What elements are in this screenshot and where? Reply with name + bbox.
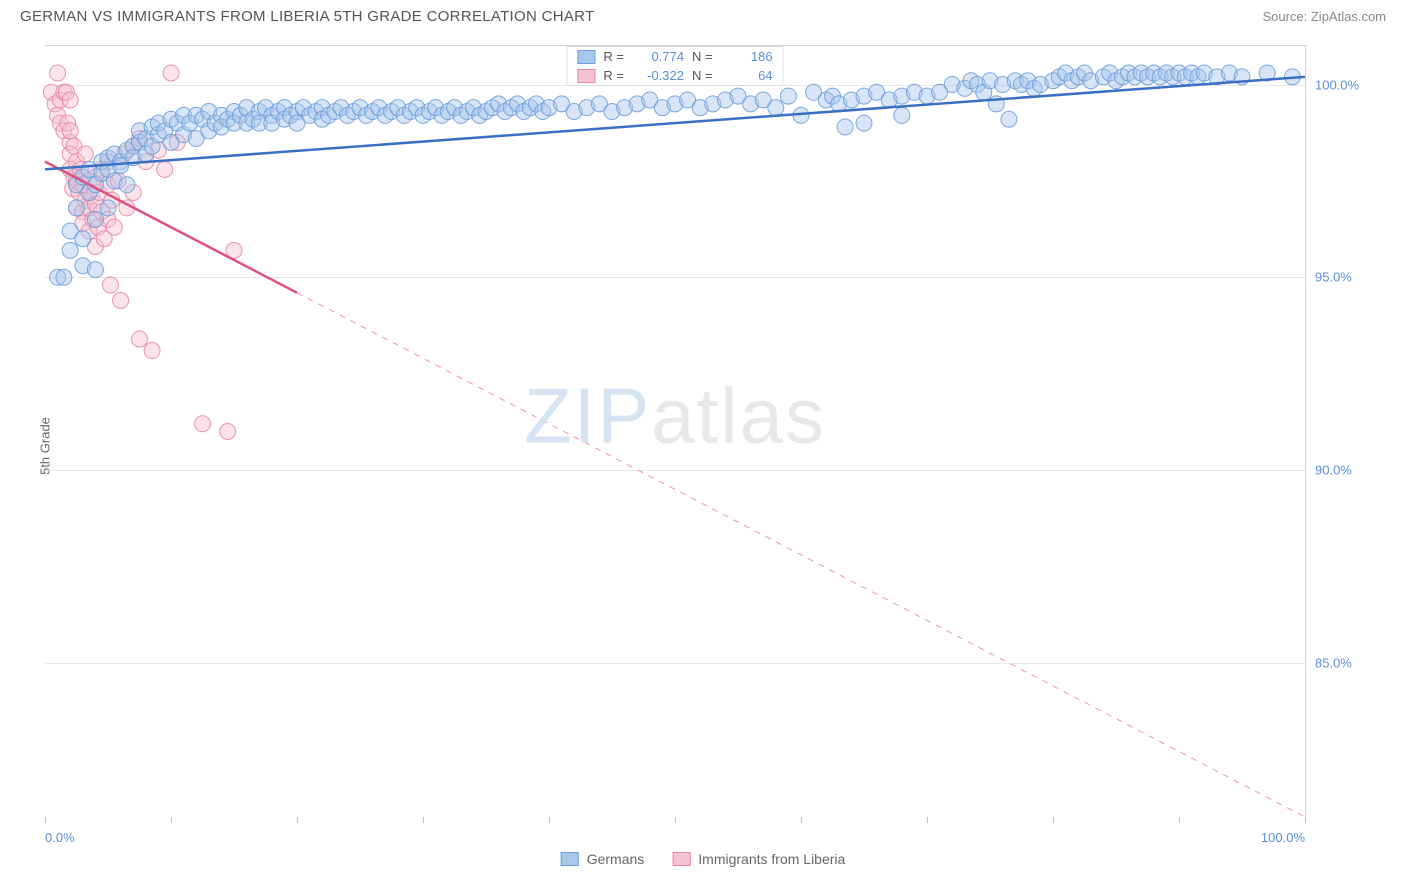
n-value-germans: 186	[721, 49, 773, 64]
legend-stats-box: R = 0.774 N = 186 R = -0.322 N = 64	[566, 46, 783, 86]
plot-svg	[45, 46, 1305, 817]
legend-label-liberia: Immigrants from Liberia	[698, 851, 845, 867]
x-tick-label: 100.0%	[1261, 830, 1305, 845]
legend-item-liberia: Immigrants from Liberia	[672, 851, 845, 867]
n-label: N =	[692, 49, 713, 64]
swatch-germans-icon	[561, 852, 579, 866]
swatch-liberia-icon	[672, 852, 690, 866]
y-tick-label: 85.0%	[1315, 655, 1385, 670]
x-tick-label: 0.0%	[45, 830, 75, 845]
y-tick-label: 95.0%	[1315, 270, 1385, 285]
page-title: GERMAN VS IMMIGRANTS FROM LIBERIA 5TH GR…	[20, 8, 594, 25]
y-tick-label: 90.0%	[1315, 463, 1385, 478]
legend-item-germans: Germans	[561, 851, 645, 867]
legend-label-germans: Germans	[587, 851, 645, 867]
r-label: R =	[603, 68, 624, 83]
swatch-liberia-icon	[577, 69, 595, 83]
chart-area: ZIPatlas 85.0%90.0%95.0%100.0% 0.0%100.0…	[45, 45, 1306, 817]
legend-stats-row-germans: R = 0.774 N = 186	[567, 47, 782, 66]
swatch-germans-icon	[577, 50, 595, 64]
n-label: N =	[692, 68, 713, 83]
source-label: Source: ZipAtlas.com	[1262, 9, 1386, 24]
legend-bottom: Germans Immigrants from Liberia	[561, 851, 846, 867]
y-tick-label: 100.0%	[1315, 77, 1385, 92]
n-value-liberia: 64	[721, 68, 773, 83]
r-label: R =	[603, 49, 624, 64]
legend-stats-row-liberia: R = -0.322 N = 64	[567, 66, 782, 85]
r-value-liberia: -0.322	[632, 68, 684, 83]
r-value-germans: 0.774	[632, 49, 684, 64]
